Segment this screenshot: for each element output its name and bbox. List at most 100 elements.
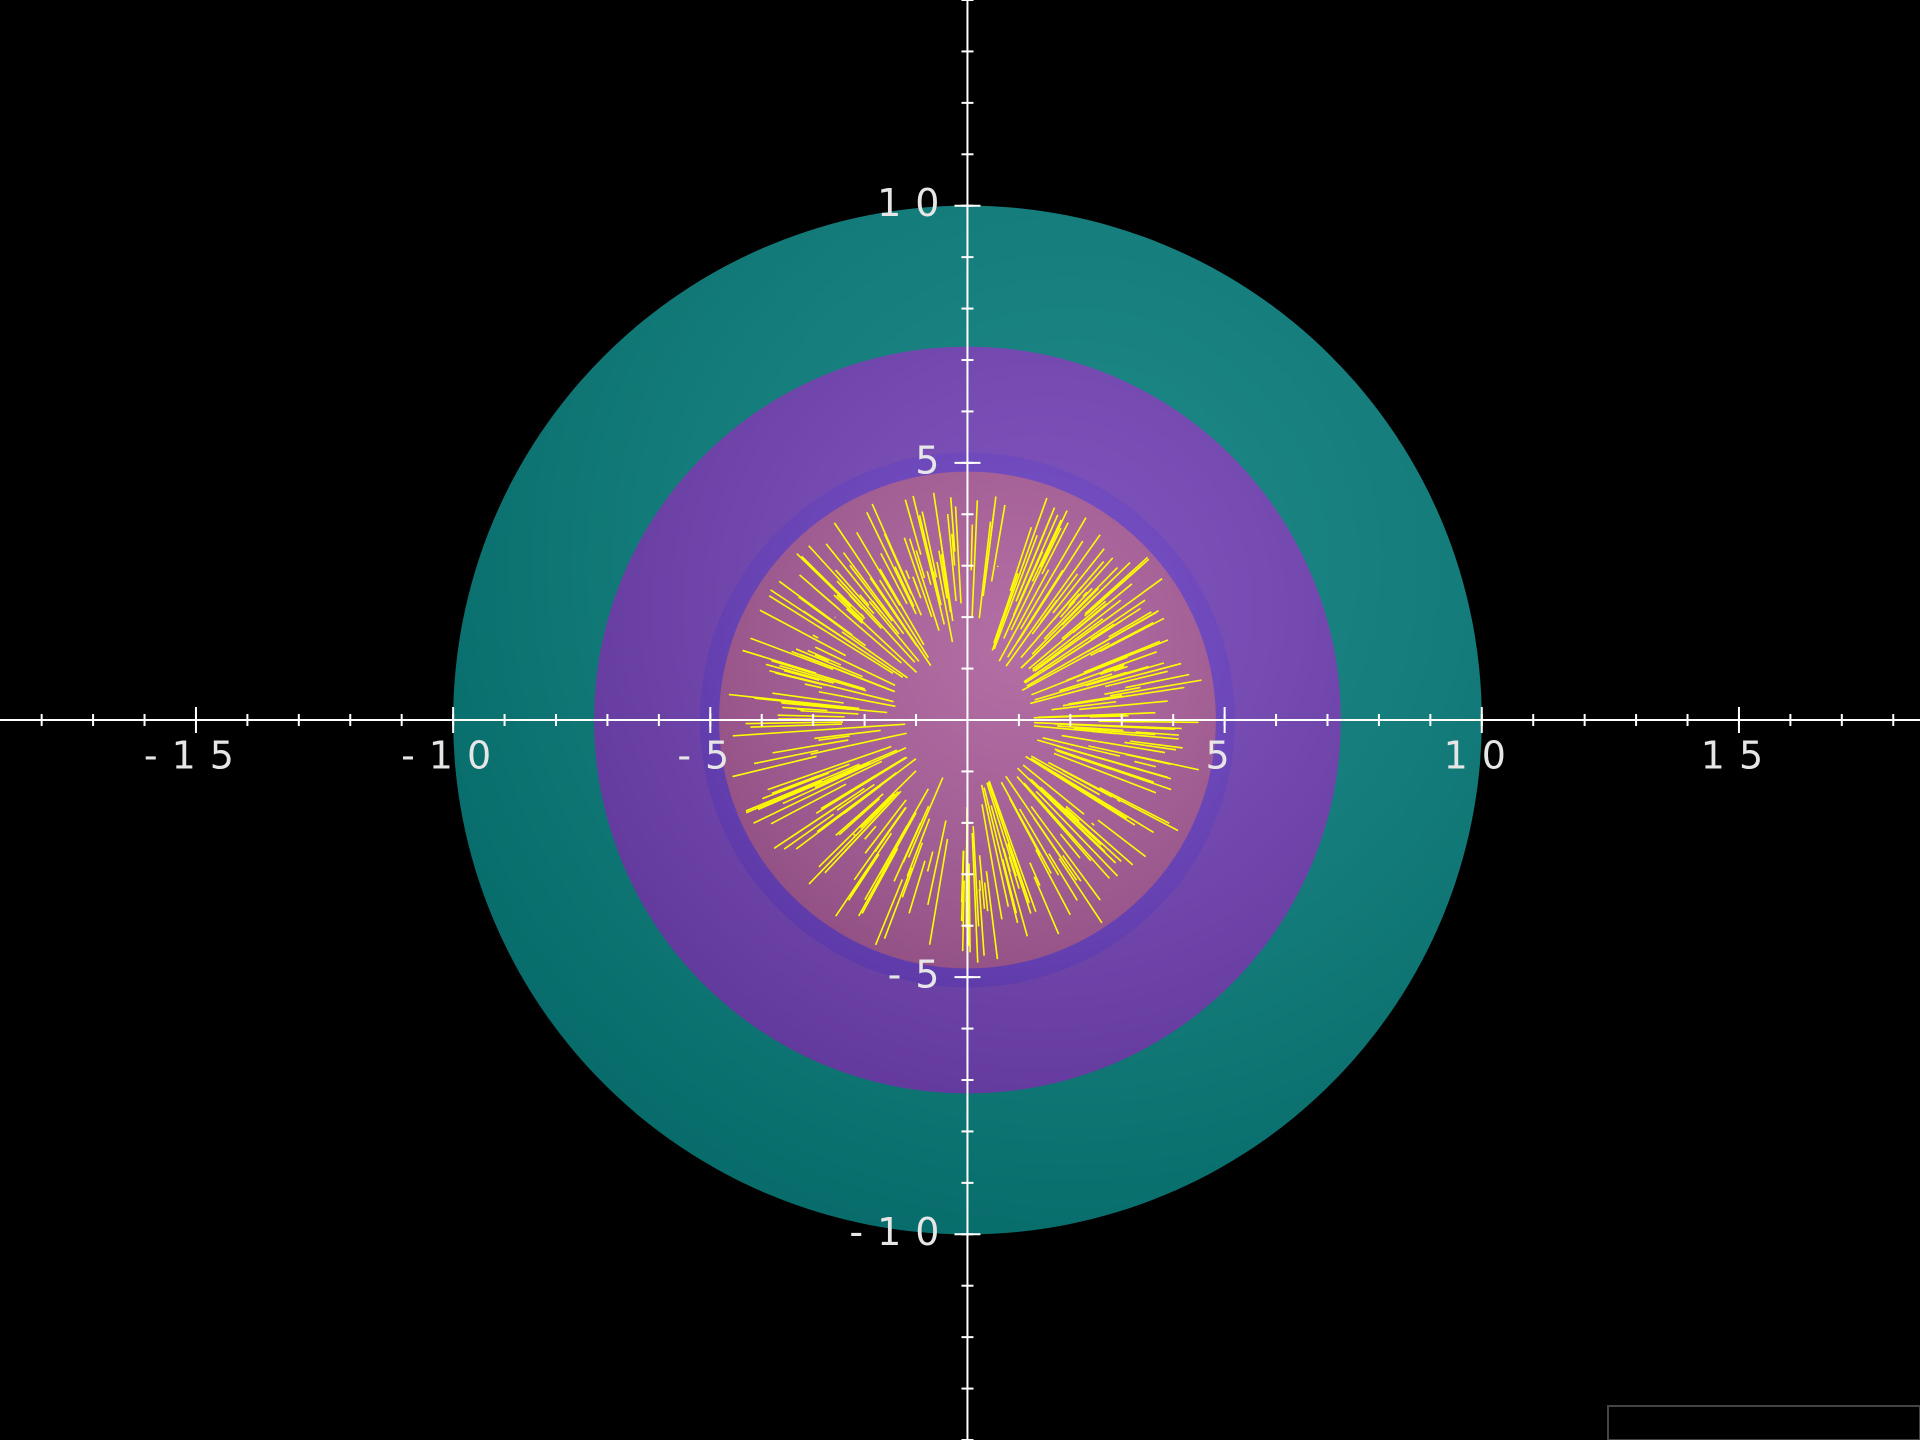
ray	[1033, 714, 1127, 719]
ray	[912, 495, 946, 625]
ray	[978, 889, 985, 956]
ray	[1058, 858, 1103, 924]
ray	[1034, 578, 1163, 672]
y-tick-label: -5	[888, 953, 954, 997]
ray	[986, 782, 1017, 877]
ray	[757, 749, 898, 811]
ray	[1031, 656, 1128, 696]
ray	[1042, 607, 1141, 673]
ray	[728, 693, 860, 710]
ray	[904, 499, 922, 555]
ray	[1085, 662, 1165, 687]
ray	[1084, 558, 1150, 617]
ray	[1020, 595, 1096, 669]
ray	[782, 747, 907, 805]
ray	[874, 879, 904, 946]
ray	[779, 664, 867, 692]
ray	[970, 524, 974, 571]
ray	[1097, 819, 1147, 858]
ray	[1073, 727, 1156, 736]
ray	[795, 648, 863, 678]
ray	[759, 609, 823, 645]
ray	[907, 777, 944, 858]
ray	[1099, 665, 1125, 676]
ray	[1002, 848, 1011, 872]
ray	[732, 723, 906, 737]
ray	[753, 749, 819, 765]
ray	[773, 787, 865, 849]
ray	[1076, 663, 1125, 682]
ray	[1022, 764, 1085, 815]
ray	[993, 534, 1038, 650]
ray	[864, 825, 877, 840]
ray	[1134, 760, 1156, 768]
ray	[960, 850, 965, 903]
ray	[750, 637, 834, 671]
ray	[988, 780, 1037, 913]
ray	[860, 613, 865, 618]
ray	[903, 537, 933, 618]
ray	[883, 533, 912, 595]
ray	[800, 555, 866, 620]
ray	[968, 863, 971, 953]
ray	[770, 783, 847, 825]
ray	[1021, 642, 1110, 692]
ray	[767, 745, 892, 791]
ray	[777, 714, 845, 718]
ray	[840, 790, 902, 857]
ray	[1059, 833, 1081, 859]
ray	[807, 649, 842, 666]
x-tick-label: -5	[677, 734, 743, 778]
ray	[1059, 600, 1076, 618]
ray	[825, 543, 882, 613]
ray	[1005, 534, 1101, 667]
ray	[913, 579, 922, 599]
ray	[753, 760, 883, 824]
ray	[915, 550, 926, 579]
ray	[1043, 587, 1093, 640]
ray	[1099, 627, 1108, 635]
ray	[768, 595, 894, 674]
ray	[835, 793, 884, 836]
ray	[1104, 670, 1168, 688]
ray	[1008, 797, 1041, 856]
ray	[732, 755, 817, 778]
ray	[745, 763, 860, 812]
ray	[1031, 599, 1122, 670]
ray	[1079, 700, 1168, 711]
ray	[1030, 778, 1102, 846]
ray	[940, 554, 952, 613]
ray	[1019, 517, 1087, 630]
ray	[808, 545, 861, 603]
ray	[842, 552, 905, 635]
ray	[769, 669, 894, 703]
ray	[803, 610, 857, 647]
ray	[1122, 720, 1199, 724]
ray	[799, 574, 840, 610]
ray	[883, 867, 913, 939]
ray	[901, 842, 924, 898]
ray	[1072, 583, 1133, 634]
ray	[949, 497, 956, 552]
ray	[1135, 731, 1179, 736]
ray	[771, 659, 865, 690]
ray	[880, 552, 908, 605]
ray	[750, 723, 843, 728]
ray	[798, 596, 866, 647]
ray	[978, 855, 986, 909]
ray	[990, 504, 1006, 582]
ray	[796, 553, 852, 608]
y-tick-label: 5	[915, 438, 953, 482]
ray	[1012, 514, 1059, 616]
ray	[1031, 519, 1062, 582]
ray	[858, 812, 917, 917]
x-tick-label: 15	[1701, 734, 1777, 778]
ray	[866, 511, 917, 615]
ray	[833, 522, 932, 667]
status-box	[1607, 1405, 1920, 1440]
ray	[835, 569, 875, 615]
ray	[1040, 786, 1122, 862]
x-tick-label: 5	[1206, 734, 1244, 778]
ray	[1028, 778, 1106, 853]
